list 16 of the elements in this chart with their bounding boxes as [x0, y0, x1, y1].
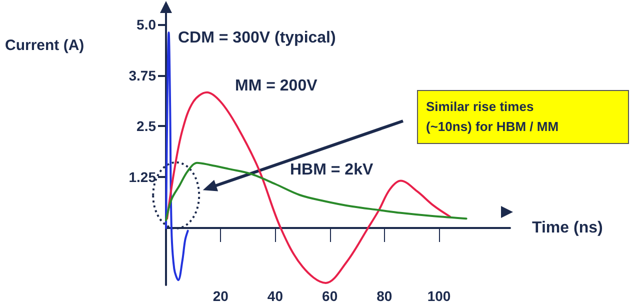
y-tick-label: 2.5: [136, 118, 156, 134]
x-tick-label: 100: [427, 288, 451, 303]
y-tick-label: 1.25: [128, 169, 156, 186]
y-axis-title: Current (A): [5, 37, 84, 54]
y-tick-label: 3.75: [128, 67, 156, 84]
callout-box: Similar rise times (~10ns) for HBM / MM: [417, 90, 629, 144]
x-tick-label: 20: [212, 288, 229, 303]
annotation: HBM = 2kV: [290, 162, 374, 178]
x-axis-title: Time (ns): [532, 219, 603, 236]
annotation: CDM = 300V (typical): [178, 30, 336, 46]
annotation: MM = 200V: [235, 78, 318, 94]
y-tick-label: 5.0: [136, 16, 156, 32]
x-tick-label: 60: [322, 288, 338, 303]
x-tick-label: 40: [267, 288, 284, 303]
x-tick-label: 80: [376, 288, 392, 303]
line-series: [165, 162, 468, 222]
